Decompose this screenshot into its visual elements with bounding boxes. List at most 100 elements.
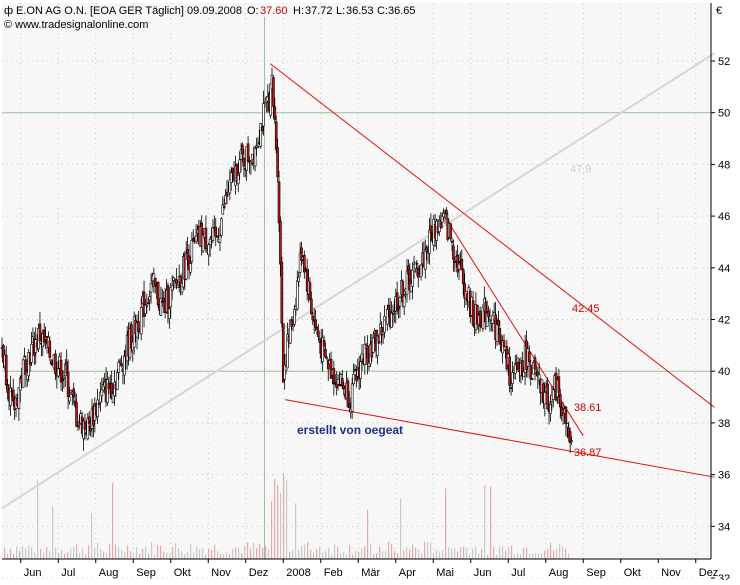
chart-logo-icon: ф — [4, 5, 13, 17]
volume-bar — [34, 552, 36, 559]
candle-body — [97, 403, 101, 405]
volume-bar — [433, 553, 435, 559]
candle-body — [305, 270, 309, 292]
candle-body — [168, 308, 171, 319]
candle-body — [241, 144, 244, 155]
candle-body — [381, 331, 385, 335]
volume-bar — [544, 550, 546, 559]
candle-body — [450, 240, 454, 243]
candle-body — [348, 403, 351, 408]
volume-bar — [325, 551, 327, 559]
candle-body — [23, 355, 26, 358]
candle-body — [380, 326, 383, 336]
x-tick-label: Aug — [99, 567, 119, 579]
volume-bar — [337, 547, 339, 559]
candle-body — [65, 361, 68, 374]
candle-body — [449, 223, 452, 239]
candle-body — [398, 297, 402, 307]
candle-body — [214, 226, 218, 237]
volume-bar — [178, 548, 180, 559]
volume-bar — [247, 542, 249, 559]
candle-body — [186, 249, 189, 260]
volume-bar — [460, 547, 462, 559]
volume-bar — [421, 553, 423, 559]
candle-body — [187, 255, 191, 270]
open-value: 37.60 — [260, 5, 288, 17]
candle-body — [566, 423, 569, 428]
volume-bar — [502, 546, 504, 559]
x-axis-ticks: Jun Jul Aug Sep Okt Nov Dez 2008 Feb Mär Apr Mai Jun… — [20, 559, 718, 579]
candle-body — [315, 326, 319, 330]
candle-body — [353, 369, 357, 371]
volume-bar — [184, 554, 186, 559]
candle-body — [253, 148, 257, 167]
candle-body — [558, 393, 562, 408]
volume-bar — [214, 544, 216, 559]
candle-body — [429, 225, 433, 234]
candle-body — [386, 308, 389, 325]
volume-bar — [109, 544, 111, 559]
candle-body — [296, 280, 299, 310]
volume-bar — [559, 544, 561, 559]
candle-body — [175, 279, 178, 284]
candle-body — [269, 83, 272, 116]
y-tick-label: 36 — [718, 470, 730, 482]
volume-bar — [547, 548, 549, 559]
volume-bar — [352, 554, 354, 559]
volume-bar — [475, 546, 477, 559]
candle-body — [166, 285, 170, 314]
candle-body — [457, 263, 461, 270]
candle-body — [172, 277, 175, 281]
candle-body — [442, 212, 445, 218]
x-tick-label: 2008 — [286, 567, 310, 579]
candle-body — [194, 235, 198, 242]
candle-body — [487, 310, 490, 318]
candle-body — [281, 323, 285, 383]
volume-bar — [373, 553, 375, 559]
volume-bar — [268, 548, 270, 559]
candle-body — [546, 383, 549, 410]
volume-bar — [331, 554, 333, 559]
candle-body — [87, 416, 91, 424]
volume-bar — [505, 550, 507, 559]
volume-bar — [250, 548, 252, 559]
candle-body — [332, 368, 336, 384]
volume-bar — [448, 547, 450, 559]
candle-body — [463, 283, 466, 299]
candle-body — [189, 263, 192, 273]
candle-body — [272, 77, 275, 107]
volume-bar — [355, 551, 357, 559]
candle-body — [191, 238, 195, 242]
volume-bar — [28, 545, 30, 559]
volume-bar — [445, 488, 447, 559]
candle-body — [120, 363, 123, 367]
volume-bar — [454, 548, 456, 559]
candle-body — [24, 359, 28, 375]
volume-bar — [262, 547, 264, 559]
y-tick-label: 34 — [718, 521, 730, 533]
volume-bar — [94, 548, 96, 559]
candle-body — [439, 220, 443, 228]
volume-bar — [472, 548, 474, 559]
candle-body — [543, 392, 547, 405]
volume-bar — [541, 553, 543, 559]
candle-body — [11, 389, 15, 402]
candle-body — [568, 431, 572, 443]
volume-bar — [379, 546, 381, 559]
candle-body — [96, 399, 99, 418]
candle-body — [276, 147, 279, 178]
candle-body — [456, 255, 459, 273]
candle-body — [228, 179, 232, 194]
candle-body — [414, 261, 417, 269]
candlesticks — [0, 67, 573, 453]
volume-bar — [442, 550, 444, 559]
volume-bar — [190, 543, 192, 559]
volume-bar — [31, 547, 33, 559]
volume-bar — [280, 492, 282, 559]
volume-bar — [142, 548, 144, 559]
candle-body — [215, 235, 219, 238]
candle-body — [170, 284, 174, 291]
candle-body — [17, 387, 21, 409]
volume-bar — [244, 545, 246, 559]
volume-bar — [493, 547, 495, 559]
